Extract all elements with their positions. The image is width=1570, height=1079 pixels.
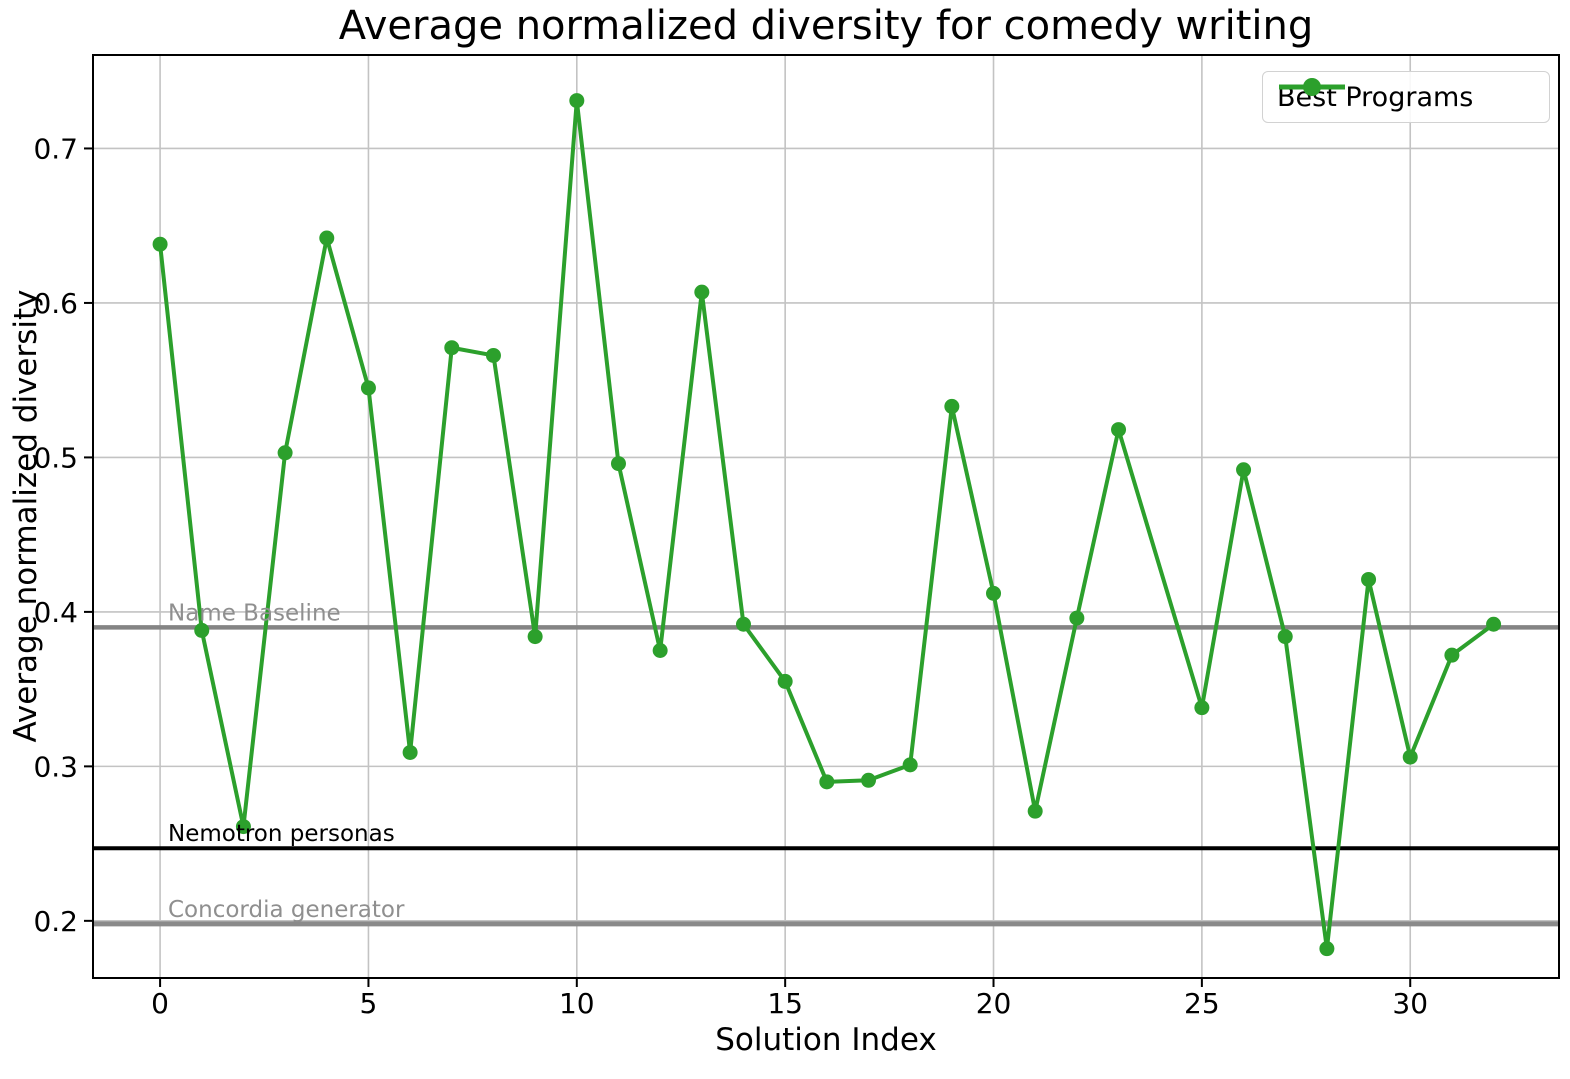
y-tick-label: 0.2 bbox=[33, 905, 78, 938]
data-point bbox=[652, 643, 668, 659]
data-point bbox=[944, 398, 960, 414]
series-line bbox=[158, 98, 1496, 951]
data-point bbox=[1486, 616, 1502, 632]
data-point bbox=[735, 616, 751, 632]
x-tick-label: 5 bbox=[360, 987, 378, 1020]
y-tick-label: 0.3 bbox=[33, 750, 78, 783]
x-tick-label: 15 bbox=[767, 987, 803, 1020]
baseline-labels: Name Baseline Nemotron personas Concordia … bbox=[168, 600, 405, 923]
legend-line-sample bbox=[1279, 78, 1345, 96]
data-point bbox=[819, 774, 835, 790]
series-best-programs bbox=[152, 93, 1502, 957]
y-axis-label: Average normalized diversity bbox=[8, 289, 44, 743]
data-point bbox=[694, 284, 710, 300]
data-point bbox=[402, 744, 418, 760]
chart-title: Average normalized diversity for comedy … bbox=[338, 3, 1314, 49]
data-point bbox=[485, 347, 501, 363]
y-tick-label: 0.5 bbox=[33, 441, 78, 474]
axis-ticks bbox=[84, 147, 1412, 987]
data-point bbox=[1444, 647, 1460, 663]
data-point bbox=[1111, 422, 1127, 438]
baseline-label: Name Baseline bbox=[168, 600, 341, 626]
x-tick-label: 10 bbox=[559, 987, 595, 1020]
grid bbox=[93, 55, 1559, 978]
data-point bbox=[777, 673, 793, 689]
baseline-label: Nemotron personas bbox=[168, 821, 395, 847]
data-point bbox=[1319, 941, 1335, 957]
legend-marker-icon bbox=[1303, 78, 1321, 96]
x-tick-label: 0 bbox=[151, 987, 169, 1020]
y-tick-label: 0.4 bbox=[33, 596, 78, 629]
data-point bbox=[1069, 610, 1085, 626]
data-point bbox=[319, 230, 335, 246]
data-point bbox=[902, 757, 918, 773]
plot-border bbox=[92, 54, 1560, 979]
data-point bbox=[1277, 629, 1293, 645]
data-point bbox=[1027, 803, 1043, 819]
x-tick-label: 25 bbox=[1184, 987, 1220, 1020]
data-point bbox=[277, 445, 293, 461]
data-point bbox=[194, 622, 210, 638]
data-point bbox=[235, 819, 251, 835]
x-tick-label: 20 bbox=[976, 987, 1012, 1020]
data-point bbox=[527, 629, 543, 645]
data-point bbox=[360, 380, 376, 396]
data-point bbox=[986, 585, 1002, 601]
data-point bbox=[1194, 700, 1210, 716]
legend: Best Programs bbox=[1262, 71, 1550, 123]
data-point bbox=[1361, 571, 1377, 587]
x-tick-label: 30 bbox=[1392, 987, 1428, 1020]
baseline-label: Concordia generator bbox=[168, 897, 405, 923]
data-point bbox=[1236, 462, 1252, 478]
data-point bbox=[861, 772, 877, 788]
x-axis-label: Solution Index bbox=[715, 1022, 937, 1058]
data-point bbox=[1402, 749, 1418, 765]
data-point bbox=[569, 93, 585, 109]
y-tick-label: 0.7 bbox=[33, 132, 78, 165]
tick-labels: 0 5 10 15 20 25 30 0.2 0.3 0.4 0.5 0.6 0.7 bbox=[33, 132, 1428, 1020]
data-point bbox=[610, 456, 626, 472]
data-point bbox=[444, 340, 460, 356]
y-tick-label: 0.6 bbox=[33, 287, 78, 320]
data-point bbox=[152, 236, 168, 252]
